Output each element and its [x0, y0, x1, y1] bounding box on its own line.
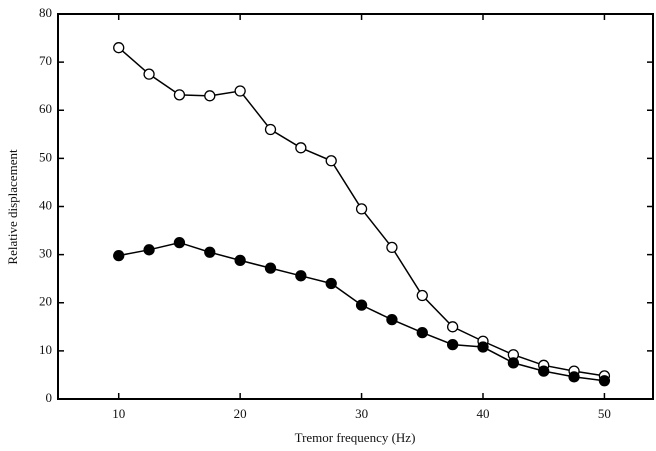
x-tick-label: 20	[234, 406, 247, 421]
y-tick-label: 20	[39, 294, 52, 309]
data-point	[143, 68, 155, 80]
x-axis-label: Tremor frequency (Hz)	[295, 430, 416, 445]
data-point	[416, 289, 428, 302]
data-point	[264, 262, 277, 274]
data-point	[325, 155, 337, 167]
data-point	[143, 244, 155, 256]
data-point	[538, 365, 550, 377]
y-tick-label: 30	[39, 246, 52, 261]
data-point	[446, 321, 459, 333]
x-tick-label: 40	[477, 406, 490, 421]
data-point	[386, 313, 398, 326]
y-tick-label: 10	[39, 342, 52, 357]
x-tick-label: 30	[355, 406, 368, 421]
data-point	[264, 123, 277, 136]
data-point	[234, 254, 246, 267]
data-point	[234, 85, 246, 97]
data-point	[204, 90, 216, 102]
y-tick-label: 40	[39, 197, 52, 212]
data-point	[173, 89, 186, 101]
data-point	[598, 375, 611, 387]
data-point	[416, 326, 428, 339]
data-point	[204, 246, 216, 258]
y-axis-label: Relative displacement	[5, 149, 20, 265]
data-point	[113, 249, 125, 262]
data-point	[355, 299, 368, 311]
data-point	[295, 270, 307, 282]
data-point	[477, 341, 489, 353]
data-point	[507, 357, 520, 369]
y-tick-label: 60	[39, 101, 52, 116]
x-tick-label: 10	[112, 406, 125, 421]
x-tick-label: 50	[598, 406, 611, 421]
y-tick-label: 70	[39, 53, 52, 68]
data-point	[295, 142, 307, 154]
data-point	[113, 42, 125, 54]
data-point	[355, 203, 368, 215]
data-point	[568, 371, 580, 383]
y-tick-label: 0	[46, 390, 53, 405]
data-point	[386, 241, 398, 254]
data-point	[446, 338, 459, 351]
y-tick-label: 80	[39, 5, 52, 20]
series-line	[118, 241, 605, 382]
y-tick-label: 50	[39, 149, 52, 164]
data-point	[173, 236, 186, 249]
data-point	[325, 277, 337, 290]
